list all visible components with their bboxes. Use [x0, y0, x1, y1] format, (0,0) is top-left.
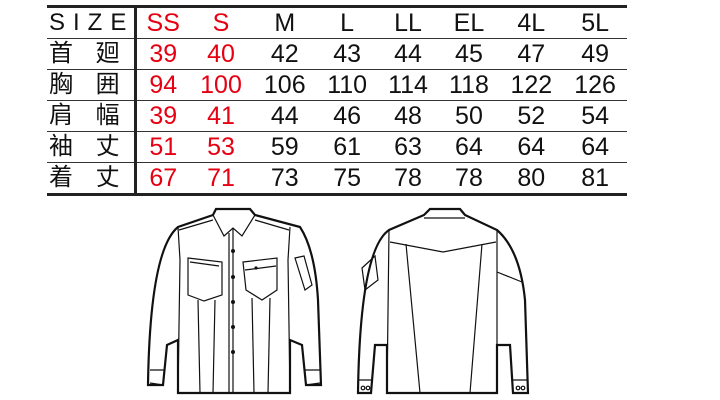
table-cell: 73 — [252, 162, 317, 195]
row-label: 着 丈 — [47, 162, 138, 195]
table-cell: 64 — [499, 131, 564, 163]
table-cell: 122 — [499, 69, 564, 101]
size-column-header: L — [340, 9, 355, 37]
table-cell: 39 — [135, 38, 190, 70]
table-row: 胸 囲 94 100 106 110 114 118 122 126 — [47, 69, 627, 101]
table-cell: 64 — [563, 131, 627, 163]
table-cell: 114 — [377, 69, 439, 101]
row-label: 袖 丈 — [47, 131, 138, 163]
row-label: 肩 幅 — [47, 100, 138, 132]
table-cell: 106 — [252, 69, 317, 101]
table-cell: 78 — [377, 162, 439, 195]
table-cell: 53 — [189, 131, 253, 163]
table-cell: 40 — [189, 38, 253, 70]
table-row: 袖 丈 51 53 59 61 63 64 64 64 — [47, 131, 627, 163]
row-label: 胸 囲 — [47, 69, 138, 101]
table-cell: 47 — [499, 38, 564, 70]
size-column-header: M — [274, 9, 296, 37]
table-cell: 67 — [135, 162, 190, 195]
row-label: 首 廻 — [47, 38, 138, 70]
table-cell: 43 — [316, 38, 378, 70]
shirt-back-illustration — [356, 207, 530, 395]
size-column-header: SS — [146, 9, 180, 37]
table-cell: 41 — [189, 100, 253, 132]
size-header-label: SIZE — [47, 6, 138, 39]
table-cell: 50 — [438, 100, 500, 132]
table-cell: 61 — [316, 131, 378, 163]
table-cell: 51 — [135, 131, 190, 163]
table-cell: 42 — [252, 38, 317, 70]
table-cell: 64 — [438, 131, 500, 163]
table-cell: 80 — [499, 162, 564, 195]
table-cell: 81 — [563, 162, 627, 195]
table-cell: 52 — [499, 100, 564, 132]
table-cell: 71 — [189, 162, 253, 195]
table-row: 首 廻 39 40 42 43 44 45 47 49 — [47, 38, 627, 70]
size-column-header: 5L — [581, 9, 609, 37]
table-cell: 45 — [438, 38, 500, 70]
table-cell: 44 — [377, 38, 439, 70]
size-column-header: LL — [394, 9, 422, 37]
size-column-header: EL — [453, 9, 485, 37]
table-cell: 126 — [563, 69, 627, 101]
table-cell: 118 — [438, 69, 500, 101]
table-cell: 39 — [135, 100, 190, 132]
table-cell: 48 — [377, 100, 439, 132]
table-cell: 44 — [252, 100, 317, 132]
table-cell: 94 — [135, 69, 190, 101]
table-header-row: SIZE SS S M L LL EL 4L 5L — [47, 6, 627, 39]
table-cell: 49 — [563, 38, 627, 70]
table-cell: 110 — [316, 69, 378, 101]
shirt-front-illustration — [146, 207, 323, 395]
table-row: 肩 幅 39 41 44 46 48 50 52 54 — [47, 100, 627, 132]
table-cell: 63 — [377, 131, 439, 163]
table-cell: 100 — [189, 69, 253, 101]
table-cell: 78 — [438, 162, 500, 195]
size-column-header: 4L — [517, 9, 546, 37]
size-column-header: S — [212, 9, 230, 37]
table-cell: 75 — [316, 162, 378, 195]
table-cell: 46 — [316, 100, 378, 132]
table-row: 着 丈 67 71 73 75 78 78 80 81 — [47, 162, 627, 195]
table-cell: 54 — [563, 100, 627, 132]
table-cell: 59 — [252, 131, 317, 163]
